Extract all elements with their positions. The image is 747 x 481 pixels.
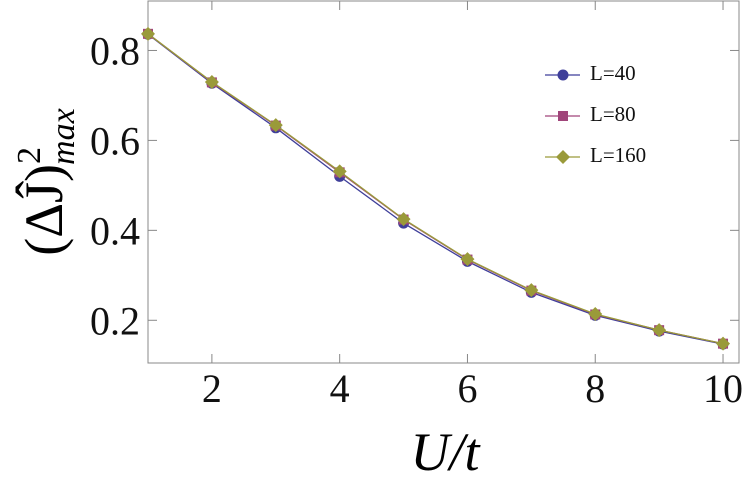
marker xyxy=(332,164,347,179)
y-label-base: (ΔĴ)2max xyxy=(11,108,82,255)
legend-label: L=40 xyxy=(590,61,636,85)
x-tick-label: 6 xyxy=(457,366,477,411)
x-tick-label: 2 xyxy=(202,366,222,411)
legend-marker xyxy=(558,111,568,121)
legend-label: L=80 xyxy=(590,102,636,126)
marker xyxy=(652,323,667,338)
y-tick-label: 0.4 xyxy=(90,208,140,253)
marker xyxy=(460,252,475,267)
series-line xyxy=(147,33,724,345)
marker xyxy=(204,74,219,89)
marker xyxy=(141,26,155,41)
x-axis-label: U/t xyxy=(410,422,481,481)
x-tick-label: 4 xyxy=(330,366,350,411)
marker xyxy=(396,212,411,227)
marker xyxy=(716,336,731,351)
y-label-sub: max xyxy=(45,108,82,165)
legend-marker xyxy=(556,150,570,164)
y-axis-label: (ΔĴ)2max xyxy=(11,108,82,255)
marker xyxy=(588,306,603,321)
series-line xyxy=(147,33,724,345)
plot-frame xyxy=(147,0,740,364)
y-label-base-text: (ΔĴ) xyxy=(14,164,74,256)
series-line xyxy=(147,33,724,345)
y-label-sup: 2 xyxy=(11,147,48,164)
x-tick-label: 10 xyxy=(703,366,743,411)
y-tick-label: 0.8 xyxy=(90,28,140,73)
legend-label: L=160 xyxy=(590,143,646,167)
y-tick-label: 0.6 xyxy=(90,118,140,163)
marker xyxy=(268,118,283,133)
x-tick-label: 8 xyxy=(585,366,605,411)
y-tick-label: 0.2 xyxy=(90,298,140,343)
legend-marker xyxy=(557,69,569,81)
marker xyxy=(524,283,539,298)
